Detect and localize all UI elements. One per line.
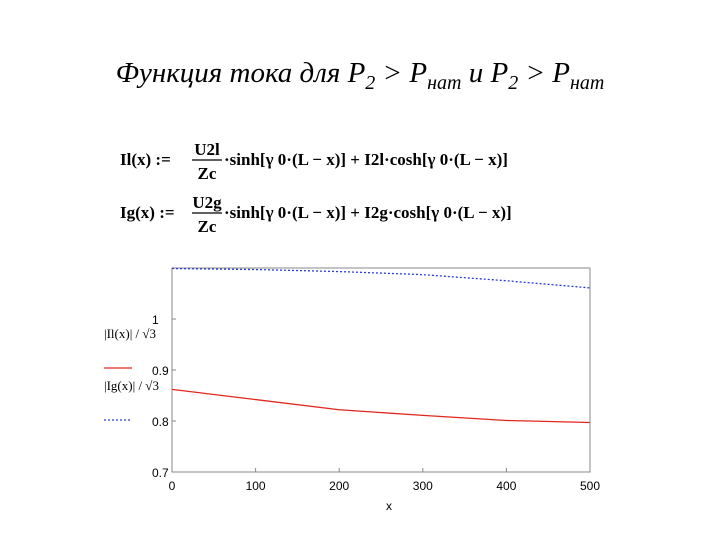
- plot-frame: [171, 267, 591, 473]
- title-subscript: 2: [365, 72, 375, 94]
- y-tick-label: 1: [152, 313, 159, 327]
- slide-title: Функция тока для P2 > Pнат и P2 > Pнат: [116, 57, 605, 94]
- series-line: [171, 267, 591, 289]
- formula-denominator: Zc: [198, 217, 217, 236]
- y-tick-label: 0.8: [152, 415, 169, 429]
- formula-rhs: ·sinh[γ 0·(L − x)] + I2g·cosh[γ 0·(L − x…: [224, 203, 512, 222]
- series-line: [171, 388, 591, 424]
- x-tick-label: 500: [580, 479, 600, 493]
- formula-lhs: Ig(x) :=: [120, 203, 175, 222]
- title-subscript: нат: [570, 72, 604, 94]
- title-text: и P: [461, 57, 508, 89]
- x-tick-label: 400: [496, 479, 516, 493]
- y-tick-label: 0.7: [152, 466, 169, 480]
- x-tick-label: 300: [413, 479, 433, 493]
- formula-numerator: U2l: [194, 140, 220, 159]
- formula-denominator: Zc: [198, 164, 217, 183]
- title-subscript: 2: [508, 72, 518, 94]
- formula-lhs: Il(x) :=: [120, 150, 171, 169]
- legend-label: |Ig(x)| / √3: [104, 378, 159, 393]
- formula-rhs: ·sinh[γ 0·(L − x)] + I2l·cosh[γ 0·(L − x…: [224, 150, 508, 169]
- x-tick-label: 200: [329, 479, 349, 493]
- formula-numerator: U2g: [192, 193, 222, 212]
- x-axis-label: x: [386, 499, 392, 513]
- legend-label: |Il(x)| / √3: [104, 326, 156, 341]
- title-text: > P: [375, 57, 427, 89]
- x-tick-label: 0: [169, 479, 176, 493]
- y-tick-label: 0.9: [152, 364, 169, 378]
- title-text: > P: [518, 57, 570, 89]
- title-subscript: нат: [427, 72, 461, 94]
- x-tick-label: 100: [246, 479, 266, 493]
- title-text: Функция тока для P: [116, 57, 366, 89]
